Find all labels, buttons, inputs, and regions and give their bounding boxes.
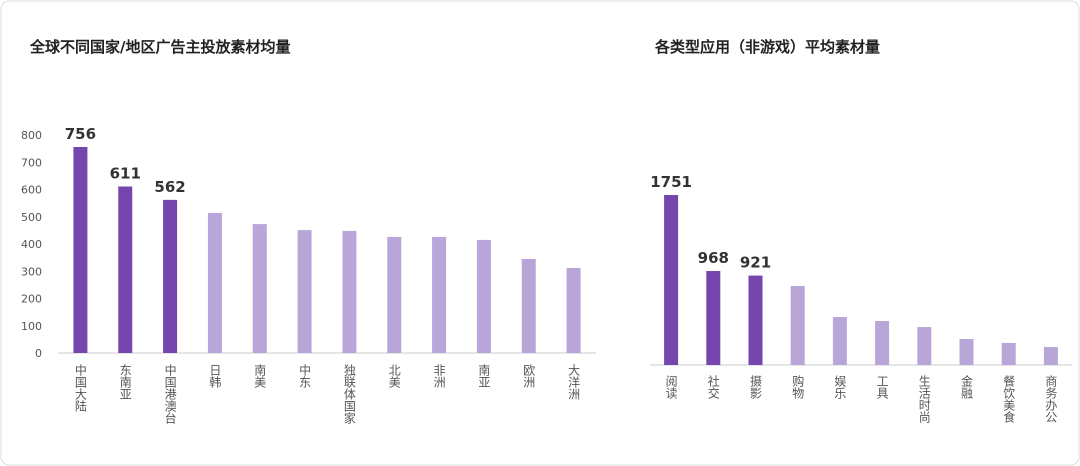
bar — [959, 338, 974, 365]
x-tick-label: 商务办公 — [1044, 374, 1058, 423]
bar — [1043, 347, 1058, 365]
y-tick-label: 600 — [21, 184, 42, 197]
y-tick-label: 400 — [21, 238, 42, 251]
x-tick-label: 娱乐 — [833, 375, 847, 399]
x-tick-label: 欧洲 — [522, 364, 536, 388]
y-tick-label: 700 — [21, 156, 42, 169]
x-tick-label: 南美 — [253, 363, 267, 388]
chart-title: 各类型应用（非游戏）平均素材量 — [654, 38, 880, 56]
data-label: 756 — [65, 125, 96, 143]
x-tick-label: 餐饮美食 — [1002, 374, 1016, 423]
x-tick-label: 大洋洲 — [567, 364, 581, 400]
x-tick-label: 非洲 — [432, 364, 446, 388]
x-tick-label: 摄影 — [749, 374, 763, 399]
x-tick-label: 中东 — [298, 363, 312, 388]
x-tick-label: 中国大陆 — [73, 363, 87, 412]
bar — [207, 212, 222, 353]
y-tick-label: 200 — [21, 293, 42, 306]
x-tick-label: 阅读 — [664, 375, 678, 400]
x-tick-label: 中国港澳台 — [163, 363, 177, 424]
y-tick-label: 800 — [21, 129, 42, 142]
data-label: 1751 — [650, 173, 692, 191]
bar — [706, 271, 721, 365]
bar — [664, 195, 679, 365]
bar — [387, 236, 402, 353]
bar — [342, 230, 357, 353]
x-tick-label: 日韩 — [208, 364, 222, 389]
bar — [748, 275, 763, 365]
data-label: 611 — [110, 165, 141, 183]
bar — [163, 199, 178, 353]
x-tick-label: 购物 — [791, 374, 805, 399]
data-label: 968 — [698, 249, 729, 267]
x-tick-label: 工具 — [875, 375, 889, 399]
bar — [790, 285, 805, 365]
bar — [1001, 342, 1016, 365]
data-label: 562 — [154, 178, 185, 196]
x-tick-label: 南亚 — [477, 363, 491, 388]
x-tick-label: 社交 — [706, 374, 720, 400]
bar — [521, 258, 536, 353]
bar — [73, 146, 88, 353]
bar — [432, 236, 447, 353]
bar — [917, 327, 932, 365]
x-tick-label: 东南亚 — [118, 364, 132, 400]
y-tick-label: 0 — [35, 347, 42, 360]
y-tick-label: 100 — [21, 320, 42, 333]
bar — [832, 317, 847, 365]
x-tick-label: 北美 — [387, 364, 401, 388]
bar — [297, 230, 312, 353]
bar — [252, 224, 267, 353]
bar — [566, 267, 581, 353]
bar — [875, 321, 890, 365]
y-tick-label: 300 — [21, 265, 42, 278]
x-tick-label: 生活时尚 — [917, 375, 931, 423]
x-tick-label: 金融 — [960, 374, 974, 400]
y-tick-label: 500 — [21, 211, 42, 224]
bar — [118, 186, 133, 353]
chart-title: 全球不同国家/地区广告主投放素材均量 — [29, 38, 290, 56]
bar — [476, 239, 491, 353]
data-label: 921 — [740, 254, 771, 272]
x-tick-label: 独联体国家 — [342, 364, 356, 424]
